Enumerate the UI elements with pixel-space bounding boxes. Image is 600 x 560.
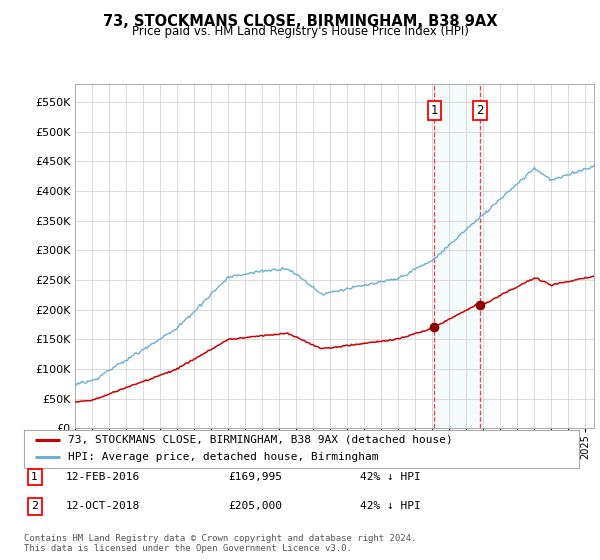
- Text: 73, STOCKMANS CLOSE, BIRMINGHAM, B38 9AX: 73, STOCKMANS CLOSE, BIRMINGHAM, B38 9AX: [103, 14, 497, 29]
- Text: 42% ↓ HPI: 42% ↓ HPI: [360, 501, 421, 511]
- Text: 1: 1: [31, 472, 38, 482]
- Text: 2: 2: [31, 501, 38, 511]
- Text: 73, STOCKMANS CLOSE, BIRMINGHAM, B38 9AX (detached house): 73, STOCKMANS CLOSE, BIRMINGHAM, B38 9AX…: [68, 435, 453, 445]
- Text: 2: 2: [476, 104, 484, 117]
- Text: £169,995: £169,995: [228, 472, 282, 482]
- Text: 42% ↓ HPI: 42% ↓ HPI: [360, 472, 421, 482]
- Text: 1: 1: [431, 104, 438, 117]
- Text: £205,000: £205,000: [228, 501, 282, 511]
- Text: Price paid vs. HM Land Registry's House Price Index (HPI): Price paid vs. HM Land Registry's House …: [131, 25, 469, 38]
- Text: 12-FEB-2016: 12-FEB-2016: [66, 472, 140, 482]
- Text: 12-OCT-2018: 12-OCT-2018: [66, 501, 140, 511]
- Text: Contains HM Land Registry data © Crown copyright and database right 2024.
This d: Contains HM Land Registry data © Crown c…: [24, 534, 416, 553]
- Bar: [434, 84, 480, 428]
- Text: HPI: Average price, detached house, Birmingham: HPI: Average price, detached house, Birm…: [68, 452, 379, 463]
